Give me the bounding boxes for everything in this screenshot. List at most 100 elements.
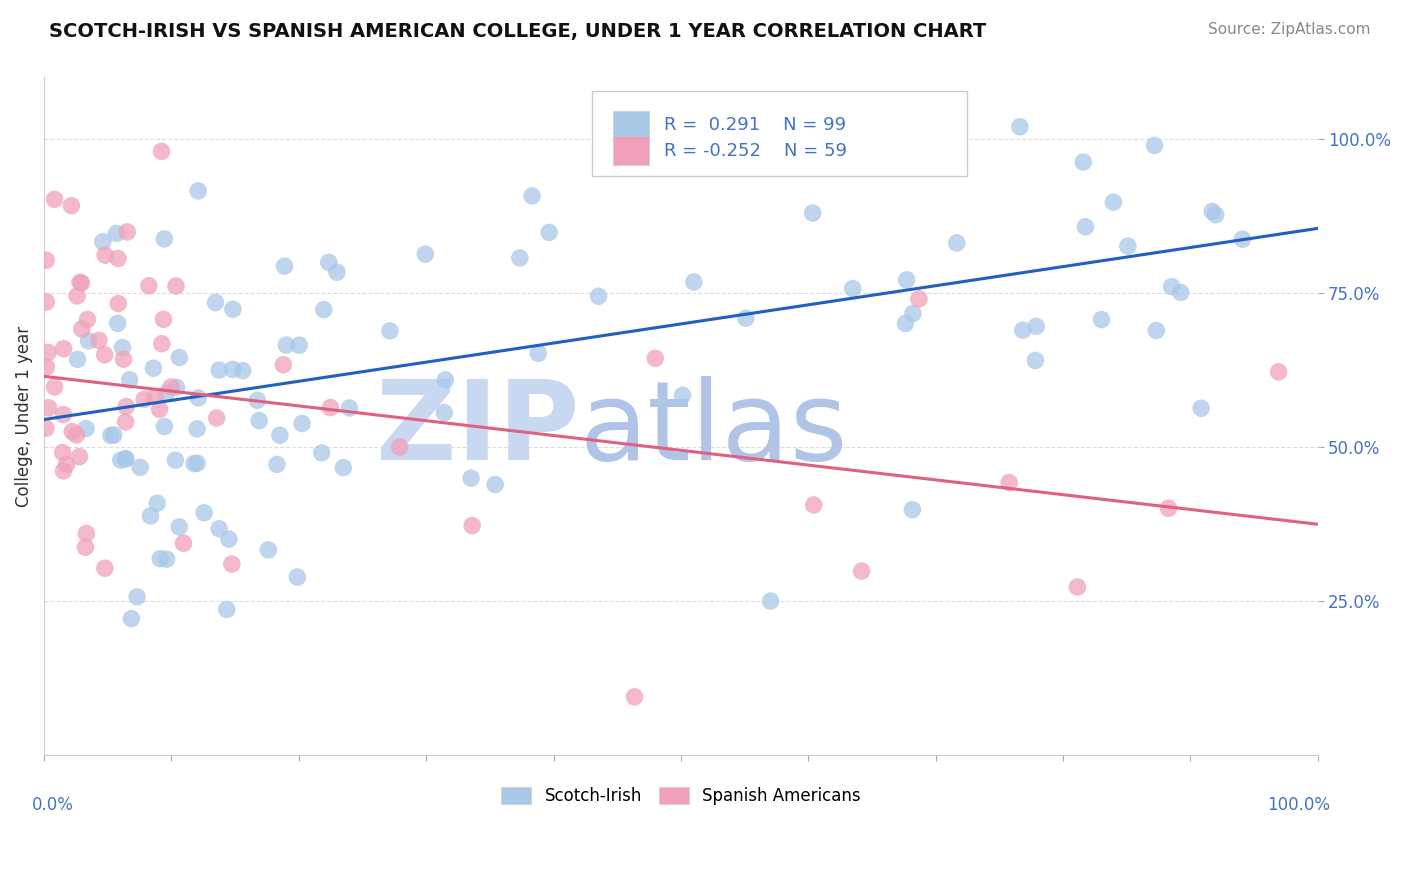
Scotch-Irish bbox=[318, 255, 340, 269]
Legend: Scotch-Irish, Spanish Americans: Scotch-Irish, Spanish Americans bbox=[495, 780, 868, 812]
Spanish Americans bbox=[1157, 501, 1180, 516]
Spanish Americans bbox=[112, 352, 135, 367]
Spanish Americans bbox=[319, 401, 342, 415]
Scotch-Irish bbox=[682, 275, 704, 289]
Scotch-Irish bbox=[1143, 138, 1166, 153]
Spanish Americans bbox=[93, 348, 115, 362]
Scotch-Irish bbox=[153, 419, 176, 434]
Spanish Americans bbox=[160, 380, 183, 394]
Scotch-Irish bbox=[187, 184, 209, 198]
Scotch-Irish bbox=[66, 352, 89, 367]
FancyBboxPatch shape bbox=[592, 91, 967, 176]
Scotch-Irish bbox=[509, 251, 531, 265]
Scotch-Irish bbox=[204, 295, 226, 310]
Scotch-Irish bbox=[1025, 319, 1047, 334]
Scotch-Irish bbox=[894, 317, 917, 331]
Spanish Americans bbox=[75, 526, 97, 541]
Scotch-Irish bbox=[75, 421, 97, 435]
Scotch-Irish bbox=[1071, 155, 1094, 169]
Scotch-Irish bbox=[1205, 208, 1227, 222]
Scotch-Irish bbox=[841, 281, 863, 295]
Scotch-Irish bbox=[332, 460, 354, 475]
Scotch-Irish bbox=[901, 306, 924, 320]
Scotch-Irish bbox=[527, 346, 550, 360]
Scotch-Irish bbox=[269, 428, 291, 442]
Scotch-Irish bbox=[118, 373, 141, 387]
Spanish Americans bbox=[52, 445, 75, 459]
Scotch-Irish bbox=[246, 393, 269, 408]
Spanish Americans bbox=[117, 225, 139, 239]
Scotch-Irish bbox=[291, 417, 314, 431]
Scotch-Irish bbox=[433, 406, 456, 420]
Scotch-Irish bbox=[208, 522, 231, 536]
Scotch-Irish bbox=[690, 143, 713, 157]
Scotch-Irish bbox=[801, 206, 824, 220]
Bar bbox=[613, 136, 650, 165]
Scotch-Irish bbox=[153, 232, 176, 246]
Spanish Americans bbox=[143, 390, 166, 404]
Scotch-Irish bbox=[588, 289, 610, 303]
Spanish Americans bbox=[172, 536, 194, 550]
Scotch-Irish bbox=[222, 302, 245, 317]
Scotch-Irish bbox=[1116, 239, 1139, 253]
Text: ZIP: ZIP bbox=[375, 376, 579, 483]
Scotch-Irish bbox=[169, 351, 191, 365]
Scotch-Irish bbox=[434, 373, 457, 387]
Scotch-Irish bbox=[183, 457, 205, 471]
Scotch-Irish bbox=[218, 532, 240, 546]
Spanish Americans bbox=[644, 351, 666, 366]
Spanish Americans bbox=[44, 380, 66, 394]
Scotch-Irish bbox=[107, 316, 129, 330]
Scotch-Irish bbox=[114, 451, 136, 466]
Scotch-Irish bbox=[339, 401, 361, 415]
Spanish Americans bbox=[52, 408, 75, 422]
Scotch-Irish bbox=[111, 341, 134, 355]
Spanish Americans bbox=[150, 145, 173, 159]
Scotch-Irish bbox=[671, 388, 693, 402]
Spanish Americans bbox=[66, 289, 89, 303]
Spanish Americans bbox=[623, 690, 645, 704]
Scotch-Irish bbox=[91, 235, 114, 249]
Scotch-Irish bbox=[311, 446, 333, 460]
Text: 100.0%: 100.0% bbox=[1267, 796, 1330, 814]
Spanish Americans bbox=[37, 345, 59, 359]
Scotch-Irish bbox=[288, 338, 311, 352]
Scotch-Irish bbox=[232, 364, 254, 378]
Spanish Americans bbox=[388, 440, 411, 454]
Spanish Americans bbox=[52, 464, 75, 478]
Scotch-Irish bbox=[520, 189, 543, 203]
Spanish Americans bbox=[94, 561, 117, 575]
Scotch-Irish bbox=[77, 334, 100, 348]
Spanish Americans bbox=[114, 415, 136, 429]
Spanish Americans bbox=[150, 336, 173, 351]
Spanish Americans bbox=[1066, 580, 1088, 594]
Scotch-Irish bbox=[326, 265, 349, 279]
Scotch-Irish bbox=[735, 311, 758, 326]
Scotch-Irish bbox=[1102, 195, 1125, 210]
Text: Source: ZipAtlas.com: Source: ZipAtlas.com bbox=[1208, 22, 1371, 37]
Scotch-Irish bbox=[538, 226, 561, 240]
Text: atlas: atlas bbox=[579, 376, 848, 483]
Scotch-Irish bbox=[749, 131, 772, 145]
Bar bbox=[613, 111, 650, 139]
Spanish Americans bbox=[107, 252, 129, 266]
Text: 0.0%: 0.0% bbox=[31, 796, 73, 814]
Spanish Americans bbox=[205, 411, 228, 425]
Scotch-Irish bbox=[149, 551, 172, 566]
Scotch-Irish bbox=[105, 227, 128, 241]
Scotch-Irish bbox=[276, 338, 298, 352]
Spanish Americans bbox=[35, 359, 58, 374]
Spanish Americans bbox=[908, 292, 931, 306]
Spanish Americans bbox=[461, 518, 484, 533]
Spanish Americans bbox=[1267, 365, 1289, 379]
Scotch-Irish bbox=[484, 477, 506, 491]
Text: SCOTCH-IRISH VS SPANISH AMERICAN COLLEGE, UNDER 1 YEAR CORRELATION CHART: SCOTCH-IRISH VS SPANISH AMERICAN COLLEGE… bbox=[49, 22, 987, 41]
Scotch-Irish bbox=[1170, 285, 1192, 300]
Scotch-Irish bbox=[222, 362, 245, 376]
Spanish Americans bbox=[35, 253, 58, 268]
Spanish Americans bbox=[851, 564, 873, 578]
Spanish Americans bbox=[69, 450, 91, 464]
Scotch-Irish bbox=[1011, 323, 1033, 337]
Spanish Americans bbox=[803, 498, 825, 512]
Scotch-Irish bbox=[114, 451, 136, 466]
